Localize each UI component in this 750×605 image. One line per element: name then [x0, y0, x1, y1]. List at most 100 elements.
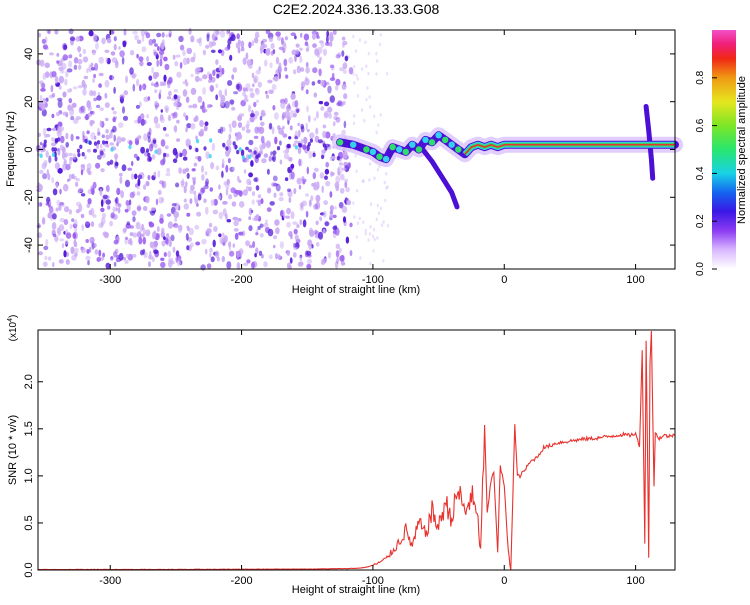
spectrogram-speckle	[96, 140, 101, 145]
spectrogram-speckle	[202, 74, 208, 80]
spectrogram-speckle	[209, 247, 213, 253]
spectrogram-speckle	[305, 47, 309, 52]
spectrogram-speckle	[159, 89, 162, 94]
spectrogram-speckle	[41, 38, 47, 44]
spectrogram-speckle	[122, 115, 129, 121]
spectrogram-speckle	[238, 231, 244, 236]
spectrogram-speckle	[325, 161, 330, 168]
spectrogram-speckle	[192, 103, 198, 109]
spectrogram-speckle	[159, 116, 165, 124]
spectrogram-speckle	[113, 86, 116, 94]
spectrogram-speckle	[283, 215, 286, 219]
spectrogram-speckle	[352, 114, 356, 118]
spectrogram-speckle	[320, 41, 325, 48]
spectrogram-speckle	[110, 256, 114, 260]
spectrogram-speckle	[382, 259, 385, 263]
spectrogram-speckle	[232, 141, 236, 146]
colorbar-ticks: 0.0 0.2 0.4 0.6 0.8	[695, 70, 717, 276]
spectrogram-speckle	[251, 199, 255, 205]
spectrogram-speckle	[355, 73, 358, 78]
spectrogram-speckle	[153, 249, 159, 255]
spectrogram-speckle	[375, 51, 378, 56]
spectrogram-speckle	[56, 111, 60, 117]
spectrogram-speckle	[257, 127, 263, 135]
spectrogram-speckle	[224, 100, 230, 109]
spectrogram-speckle	[319, 172, 325, 179]
spectrogram-speckle	[299, 205, 304, 211]
spectrogram-speckle	[286, 221, 291, 228]
spectrogram-speckle	[182, 89, 188, 97]
spectrogram-speckle	[343, 161, 348, 168]
spectrogram-speckle	[232, 67, 238, 73]
spectrogram-speckle	[72, 86, 78, 90]
spectrogram-speckle	[39, 142, 43, 146]
spectrogram-speckle	[136, 39, 142, 45]
spectrogram-speckle	[231, 120, 237, 128]
spectrogram-speckle	[249, 244, 253, 249]
spectrogram-speckle	[129, 49, 135, 56]
spectrogram-speckle	[128, 140, 133, 146]
spectrogram-speckle	[268, 89, 274, 95]
spectrogram-noise	[35, 27, 390, 271]
spectrogram-ridge-point	[369, 148, 377, 156]
spectrogram-speckle	[185, 233, 189, 241]
spectrogram-speckle	[232, 216, 238, 221]
spectrogram-speckle	[188, 227, 194, 236]
spectrogram-speckle	[63, 158, 67, 166]
spectrogram-speckle	[348, 67, 354, 75]
spectrogram-speckle	[168, 76, 173, 84]
spectrogram-speckle	[210, 256, 215, 263]
spectrogram-speckle	[98, 83, 102, 88]
spectrogram-speckle	[185, 126, 188, 133]
spectrogram-speckle	[140, 29, 146, 37]
spectrogram-speckle	[211, 142, 216, 151]
spectrogram-speckle	[186, 245, 190, 251]
colorbar-tick-label: 0.6	[695, 118, 706, 132]
spectrogram-speckle	[122, 40, 127, 48]
spectrogram-speckle	[43, 143, 47, 148]
spectrogram-speckle	[233, 220, 239, 227]
spectrogram-speckle	[160, 139, 166, 147]
spectrogram-speckle	[112, 117, 116, 123]
spectrogram-speckle	[54, 139, 59, 144]
spectrogram-speckle	[168, 90, 172, 97]
spectrogram-speckle	[282, 133, 288, 138]
spectrogram-speckle	[57, 125, 61, 134]
spectrogram-speckle	[309, 229, 315, 237]
snr-x-label: Height of straight line (km)	[292, 584, 420, 596]
spectrogram-speckle	[294, 234, 299, 241]
spectrogram-speckle	[332, 214, 337, 219]
spectrogram-speckle	[277, 125, 281, 130]
spectrogram-speckle	[225, 188, 229, 196]
snr-panel: -300 -200 -100 0 100 0.0 0.5 1.0 1.5 2.0 Height …	[7, 315, 676, 596]
spectrogram-speckle	[272, 105, 276, 111]
spectrogram-speckle	[106, 57, 111, 65]
spectrogram-speckle	[195, 241, 201, 246]
spectrogram-speckle	[288, 156, 293, 162]
spectrogram-speckle	[242, 189, 248, 196]
spectrogram-speckle	[312, 43, 317, 48]
spectrogram-speckle	[148, 156, 152, 162]
spectrogram-speckle	[160, 227, 165, 235]
spectrogram-speckle	[352, 72, 355, 76]
spectrogram-speckle	[327, 251, 332, 259]
spectrogram-speckle	[375, 130, 378, 135]
spectrogram-speckle	[154, 89, 158, 94]
spectrogram-speckle	[382, 220, 385, 224]
spectrogram-speckle	[322, 143, 326, 148]
spectrogram-speckle	[231, 106, 236, 111]
spectrogram-x-tick-label: -100	[362, 274, 384, 286]
spectrogram-speckle	[104, 102, 110, 108]
spectrogram-speckle	[235, 83, 240, 90]
spectrogram-speckle	[119, 94, 125, 100]
spectrogram-speckle	[166, 96, 172, 100]
spectrogram-speckle	[269, 254, 273, 260]
spectrogram-speckle	[59, 238, 65, 242]
spectrogram-speckle	[165, 107, 169, 113]
spectrogram-speckle	[74, 247, 79, 254]
spectrogram-speckle	[255, 69, 261, 75]
spectrogram-speckle	[87, 260, 90, 266]
spectrogram-speckle	[213, 226, 218, 232]
spectrogram-speckle	[216, 256, 220, 262]
spectrogram-speckle	[234, 144, 238, 150]
